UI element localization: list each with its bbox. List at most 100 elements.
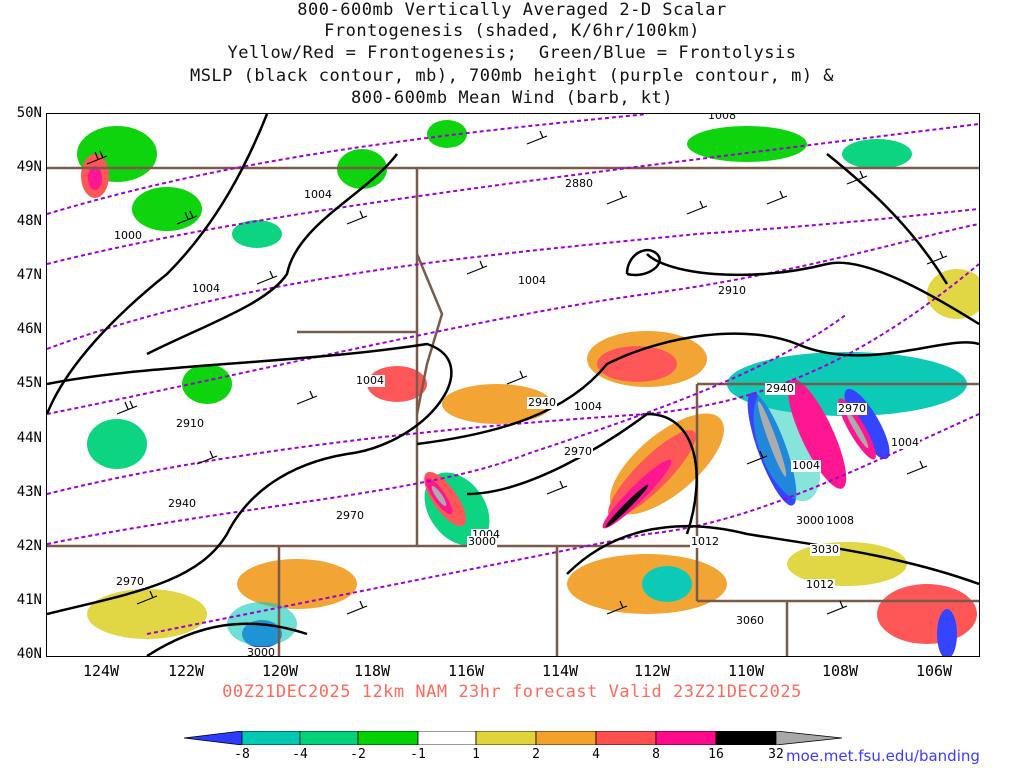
shade-red xyxy=(877,584,977,644)
colorbar-label: -8 xyxy=(234,747,250,762)
colorbar-label: 4 xyxy=(592,747,600,762)
shade-pink xyxy=(787,379,847,489)
shading-layer xyxy=(77,120,979,656)
boundaries xyxy=(47,166,979,656)
lat-label: 41N xyxy=(16,592,42,608)
lat-label: 42N xyxy=(16,538,42,554)
lon-label: 114W xyxy=(541,662,579,680)
shade-green xyxy=(132,187,202,231)
shade-pink xyxy=(88,166,102,190)
colorbar-label: 32 xyxy=(768,747,784,762)
colorbar-cell xyxy=(535,731,597,745)
colorbar-label: 8 xyxy=(652,747,660,762)
lat-label: 49N xyxy=(16,159,42,175)
mslp-label: 1012 xyxy=(690,535,720,548)
shade-blue xyxy=(937,609,957,656)
colorbar-cell xyxy=(475,731,537,745)
lon-label: 120W xyxy=(261,662,299,680)
height-label: 2970 xyxy=(335,509,365,522)
lat-label: 47N xyxy=(16,267,42,283)
shade-gray xyxy=(431,486,447,506)
mslp-label: 1008 xyxy=(707,114,737,122)
height-contours xyxy=(47,114,979,635)
mslp-label: 1004 xyxy=(355,374,385,387)
colorbar-label: -1 xyxy=(410,747,426,762)
height-label: 2940 xyxy=(527,396,557,409)
colorbar-cell xyxy=(299,731,359,745)
mslp-label: 1004 xyxy=(517,274,547,287)
lat-label: 48N xyxy=(16,213,42,229)
frontogenesis-map xyxy=(47,114,979,656)
title-line-2: Frontogenesis (shaded, K/6hr/100km) xyxy=(324,21,700,41)
source-link[interactable]: moe.met.fsu.edu/banding xyxy=(786,747,980,765)
lon-label: 118W xyxy=(353,662,391,680)
mslp-contours xyxy=(47,114,979,656)
shade-black xyxy=(605,484,649,528)
lon-label: 108W xyxy=(821,662,859,680)
shade-green xyxy=(87,419,147,469)
wind-barbs xyxy=(86,130,948,615)
colorbar-cell xyxy=(715,731,777,745)
shade-green xyxy=(232,220,282,248)
height-label: 3060 xyxy=(735,614,765,627)
lon-label: 110W xyxy=(727,662,765,680)
height-label: 2910 xyxy=(175,417,205,430)
lat-label: 45N xyxy=(16,375,42,391)
map-panel: 1008 1004 1000 1004 1004 1004 1004 1004 … xyxy=(46,113,980,657)
shade-orange xyxy=(237,559,357,609)
shade-green xyxy=(427,120,467,148)
shade-teal xyxy=(642,566,692,602)
colorbar-label: 2 xyxy=(532,747,540,762)
lat-label: 50N xyxy=(16,105,42,121)
height-label: 2940 xyxy=(167,497,197,510)
colorbar-cell-min xyxy=(184,731,243,745)
height-label: 2940 xyxy=(765,382,795,395)
lat-label: 46N xyxy=(16,321,42,337)
title-line-5: 800-600mb Mean Wind (barb, kt) xyxy=(350,88,674,108)
mslp-label: 1008 xyxy=(825,514,855,527)
colorbar-label: 16 xyxy=(708,747,724,762)
lon-label: 106W xyxy=(915,662,953,680)
shade-green xyxy=(182,364,232,404)
title-line-4: MSLP (black contour, mb), 700mb height (… xyxy=(189,66,835,86)
mslp-label: 1004 xyxy=(303,188,333,201)
forecast-valid-time: 00Z21DEC2025 12km NAM 23hr forecast Vali… xyxy=(222,682,802,702)
shade-gray xyxy=(757,401,787,477)
title-line-3: Yellow/Red = Frontogenesis; Green/Blue =… xyxy=(227,43,797,63)
mslp-label: 1004 xyxy=(191,282,221,295)
height-label: 2970 xyxy=(563,445,593,458)
lat-label: 43N xyxy=(16,484,42,500)
lon-label: 112W xyxy=(633,662,671,680)
shade-green xyxy=(687,126,807,162)
shade-orange xyxy=(442,384,552,424)
height-label: 3000 xyxy=(246,646,276,657)
mslp-label: 1000 xyxy=(113,229,143,242)
colorbar-label: -4 xyxy=(292,747,308,762)
mslp-label: 1004 xyxy=(791,459,821,472)
colorbar xyxy=(184,731,842,745)
height-label: 3030 xyxy=(810,543,840,556)
lon-label: 124W xyxy=(82,662,120,680)
colorbar-cell xyxy=(417,731,477,745)
colorbar-label: -2 xyxy=(350,747,366,762)
shade-gray xyxy=(845,409,869,449)
colorbar-label: 1 xyxy=(472,747,480,762)
height-label: 3000 xyxy=(467,535,497,548)
colorbar-cell xyxy=(655,731,717,745)
lat-label: 44N xyxy=(16,430,42,446)
shade-yellow xyxy=(927,269,979,319)
height-label: 2970 xyxy=(115,575,145,588)
lon-label: 116W xyxy=(447,662,485,680)
height-label: 2880 xyxy=(564,177,594,190)
colorbar-cell xyxy=(595,731,657,745)
height-label: 3000 xyxy=(795,514,825,527)
height-label: 2910 xyxy=(717,284,747,297)
shade-red xyxy=(597,346,677,382)
mslp-label: 1004 xyxy=(890,436,920,449)
lat-label: 40N xyxy=(16,646,42,662)
title-line-1: 800-600mb Vertically Averaged 2-D Scalar xyxy=(297,0,727,20)
colorbar-cell xyxy=(357,731,419,745)
mslp-label: 1012 xyxy=(805,578,835,591)
shade-green xyxy=(842,139,912,169)
lon-label: 122W xyxy=(167,662,205,680)
